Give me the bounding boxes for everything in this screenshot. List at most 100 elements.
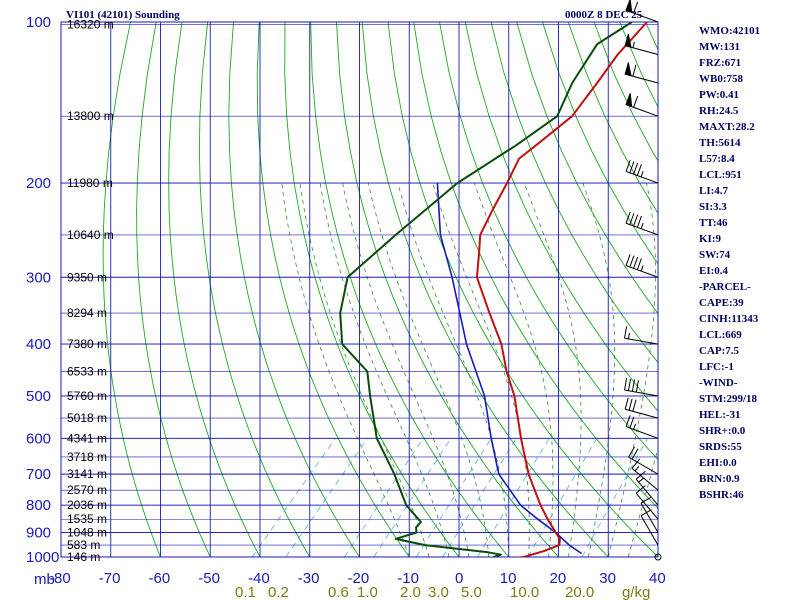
mixing-ratio-line bbox=[373, 438, 452, 557]
pressure-tick-label: 500 bbox=[26, 388, 51, 405]
height-label: 11980 m bbox=[67, 176, 113, 190]
wind-barb bbox=[654, 553, 662, 561]
index-line: MAXT:28.2 bbox=[699, 121, 755, 133]
moist-adiabat-line bbox=[432, 182, 530, 557]
index-line: PW:0.41 bbox=[699, 89, 739, 101]
wind-barb bbox=[624, 326, 659, 345]
moist-adiabat-line bbox=[319, 183, 450, 557]
wind-barb bbox=[624, 378, 659, 397]
index-line: WB0:758 bbox=[699, 73, 744, 85]
pressure-tick-label: 100 bbox=[26, 14, 51, 31]
mixing-ratio-label: 0.6 bbox=[328, 584, 349, 600]
barb-flag bbox=[624, 62, 632, 77]
barb-full bbox=[625, 159, 631, 172]
barb-shaft bbox=[640, 515, 659, 546]
height-label: 7380 m bbox=[67, 337, 107, 351]
index-line: TT:46 bbox=[699, 217, 728, 229]
barb-full bbox=[632, 399, 637, 412]
barb-full bbox=[629, 213, 635, 225]
wind-barb bbox=[625, 415, 659, 439]
temperature-tick-label: 0 bbox=[455, 570, 463, 587]
barb-shaft bbox=[624, 337, 659, 345]
temperature-tick-label: -20 bbox=[348, 570, 370, 587]
barb-full bbox=[631, 458, 641, 469]
wind-barb bbox=[624, 397, 659, 419]
index-line: HEL:-31 bbox=[699, 409, 741, 421]
barb-full bbox=[631, 379, 635, 392]
pressure-tick-label: 300 bbox=[26, 269, 51, 286]
indices-panel: WMO:42101 MW:131 FRZ:671 WB0:758 PW:0.41 RH:2… bbox=[699, 25, 760, 501]
index-line: EI:0.4 bbox=[699, 265, 729, 277]
mixing-ratio-label: 5.0 bbox=[461, 584, 482, 600]
calm-wind-circle bbox=[654, 553, 662, 561]
index-line: LI:4.7 bbox=[699, 185, 729, 197]
pressure-tick-label: 200 bbox=[26, 175, 51, 192]
sounding-time: 0000Z 8 DEC 25 bbox=[565, 9, 643, 21]
index-line: BSHR:46 bbox=[699, 489, 744, 501]
index-line: EHI:0.0 bbox=[699, 457, 737, 469]
barb-shaft bbox=[625, 265, 659, 278]
pressure-axis-label: mb bbox=[34, 571, 55, 588]
height-label: 583 m bbox=[67, 538, 100, 552]
index-line: FRZ:671 bbox=[699, 57, 741, 69]
wind-barb bbox=[628, 446, 659, 475]
mixing-ratio-label: 2.0 bbox=[400, 584, 421, 600]
index-line: CAPE:39 bbox=[699, 297, 744, 309]
moist-adiabat-line bbox=[627, 446, 658, 557]
barb-full bbox=[636, 258, 642, 270]
index-line: RH:24.5 bbox=[699, 105, 739, 117]
temperature-trace bbox=[475, 22, 648, 557]
barb-full bbox=[633, 256, 639, 269]
temperature-tick-label: 10 bbox=[500, 570, 517, 587]
wind-barb bbox=[625, 0, 659, 23]
barb-full bbox=[625, 254, 631, 266]
index-line: CAP:7.5 bbox=[699, 345, 740, 357]
wind-barb bbox=[640, 509, 659, 546]
barb-shaft bbox=[625, 408, 659, 419]
barb-full bbox=[636, 164, 642, 176]
barb-full bbox=[628, 446, 635, 458]
barb-shaft bbox=[625, 426, 659, 439]
pressure-tick-label: 400 bbox=[26, 336, 51, 353]
barb-half bbox=[638, 477, 644, 483]
height-label: 16320 m bbox=[67, 17, 114, 31]
temperature-tick-label: -50 bbox=[198, 570, 220, 587]
barb-flag bbox=[624, 33, 632, 48]
index-line: KI:9 bbox=[699, 233, 722, 245]
height-label: 2570 m bbox=[67, 483, 107, 497]
pressure-tick-label: 800 bbox=[26, 497, 51, 514]
height-label: 2036 m bbox=[67, 498, 107, 512]
barb-full bbox=[629, 161, 635, 173]
height-label: 13800 m bbox=[67, 109, 114, 123]
mixing-ratio-line bbox=[343, 438, 424, 557]
index-line: LCL:951 bbox=[699, 169, 742, 181]
pressure-tick-label: 1000 bbox=[26, 549, 59, 566]
barb-full bbox=[640, 496, 652, 504]
temperature-tick-label: 20 bbox=[550, 570, 567, 587]
moist-adiabat-line bbox=[523, 182, 582, 557]
wind-barb bbox=[635, 471, 659, 506]
barb-half bbox=[627, 332, 630, 339]
mixing-ratio-line bbox=[285, 438, 368, 557]
index-line: STM:299/18 bbox=[699, 393, 758, 405]
barb-full bbox=[635, 485, 646, 494]
index-line: SRDS:55 bbox=[699, 441, 742, 453]
barb-flag bbox=[625, 0, 633, 14]
barb-full bbox=[628, 398, 633, 411]
temperature-tick-label: -60 bbox=[149, 570, 171, 587]
height-label: 146 m bbox=[67, 550, 100, 564]
wind-barb bbox=[625, 254, 659, 278]
dewpoint-trace bbox=[339, 22, 633, 557]
barb-shaft bbox=[624, 389, 659, 397]
mixing-ratio-label: 10.0 bbox=[510, 584, 539, 600]
index-line: BRN:0.9 bbox=[699, 473, 740, 485]
barb-full bbox=[627, 378, 632, 391]
barb-full bbox=[635, 471, 646, 480]
height-label: 4341 m bbox=[67, 431, 107, 445]
barb-full bbox=[624, 326, 628, 339]
temperature-tick-label: 30 bbox=[599, 570, 616, 587]
barb-full bbox=[624, 378, 628, 391]
